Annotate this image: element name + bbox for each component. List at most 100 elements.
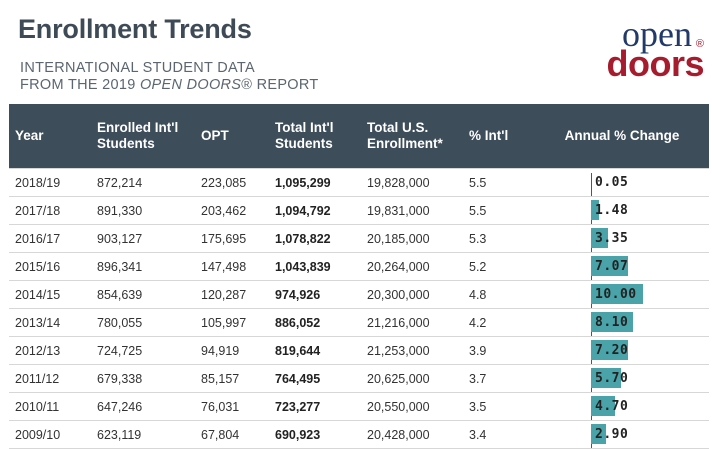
col-header-total-intl: Total Int'l Students [269,104,361,169]
cell-enrolled: 647,246 [91,393,195,421]
subtitle-pre: FROM THE 2019 [20,77,140,93]
cell-pct-intl: 3.4 [463,421,529,449]
cell-annual-change: 3.35 [529,225,709,253]
annual-change-label: 4.70 [595,399,628,414]
cell-total-us: 20,264,000 [361,253,463,281]
cell-pct-intl: 5.5 [463,197,529,225]
cell-annual-change: 10.00 [529,281,709,309]
cell-opt: 203,462 [195,197,269,225]
cell-total-us: 20,300,000 [361,281,463,309]
page-title: Enrollment Trends [18,14,252,45]
cell-annual-change: 2.90 [529,421,709,449]
cell-total-intl: 974,926 [269,281,361,309]
cell-opt: 147,498 [195,253,269,281]
cell-total-us: 20,550,000 [361,393,463,421]
cell-opt: 94,919 [195,337,269,365]
col-header-pct-intl: % Int'l [463,104,529,169]
cell-total-us: 19,828,000 [361,169,463,197]
cell-total-intl: 690,923 [269,421,361,449]
cell-total-us: 21,216,000 [361,309,463,337]
cell-opt: 67,804 [195,421,269,449]
table-body: 2018/19 872,214 223,085 1,095,299 19,828,000… [9,169,709,449]
table-row: 2013/14 780,055 105,997 886,052 21,216,000 4.… [9,309,709,337]
subtitle-report-name: OPEN DOORS [140,77,241,93]
cell-enrolled: 903,127 [91,225,195,253]
cell-annual-change: 5.70 [529,365,709,393]
cell-opt: 120,287 [195,281,269,309]
cell-annual-change: 7.20 [529,337,709,365]
cell-total-intl: 1,078,822 [269,225,361,253]
cell-total-us: 19,831,000 [361,197,463,225]
subtitle-line-1: INTERNATIONAL STUDENT DATA [20,60,319,77]
cell-total-intl: 764,495 [269,365,361,393]
annual-change-label: 3.35 [595,231,628,246]
cell-pct-intl: 4.2 [463,309,529,337]
table-row: 2018/19 872,214 223,085 1,095,299 19,828,000… [9,169,709,197]
annual-change-label: 8.10 [595,315,628,330]
cell-total-intl: 1,095,299 [269,169,361,197]
cell-total-us: 20,185,000 [361,225,463,253]
cell-enrolled: 854,639 [91,281,195,309]
page-subtitle: INTERNATIONAL STUDENT DATA FROM THE 2019… [20,60,319,94]
table-row: 2016/17 903,127 175,695 1,078,822 20,185,000… [9,225,709,253]
cell-opt: 223,085 [195,169,269,197]
cell-total-intl: 723,277 [269,393,361,421]
table-row: 2017/18 891,330 203,462 1,094,792 19,831,000… [9,197,709,225]
cell-year: 2013/14 [9,309,91,337]
cell-year: 2011/12 [9,365,91,393]
cell-year: 2009/10 [9,421,91,449]
cell-total-us: 21,253,000 [361,337,463,365]
cell-year: 2015/16 [9,253,91,281]
annual-change-label: 7.07 [595,259,628,274]
cell-year: 2012/13 [9,337,91,365]
cell-year: 2017/18 [9,197,91,225]
cell-pct-intl: 3.7 [463,365,529,393]
cell-total-intl: 1,043,839 [269,253,361,281]
logo-doors-text: doors [606,46,704,82]
cell-opt: 76,031 [195,393,269,421]
cell-pct-intl: 5.3 [463,225,529,253]
table-row: 2015/16 896,341 147,498 1,043,839 20,264,000… [9,253,709,281]
annual-change-label: 2.90 [595,427,628,442]
cell-pct-intl: 5.5 [463,169,529,197]
cell-annual-change: 8.10 [529,309,709,337]
cell-year: 2010/11 [9,393,91,421]
cell-annual-change: 0.05 [529,169,709,197]
col-header-enrolled: Enrolled Int'l Students [91,104,195,169]
cell-enrolled: 679,338 [91,365,195,393]
table-row: 2009/10 623,119 67,804 690,923 20,428,000 3.4… [9,421,709,449]
cell-year: 2018/19 [9,169,91,197]
annual-change-label: 1.48 [595,203,628,218]
cell-year: 2014/15 [9,281,91,309]
cell-opt: 85,157 [195,365,269,393]
cell-enrolled: 780,055 [91,309,195,337]
cell-enrolled: 724,725 [91,337,195,365]
col-header-total-us: Total U.S. Enrollment* [361,104,463,169]
cell-enrolled: 872,214 [91,169,195,197]
open-doors-logo: open ® doors [584,14,704,84]
cell-pct-intl: 5.2 [463,253,529,281]
annual-change-label: 7.20 [595,343,628,358]
cell-total-us: 20,428,000 [361,421,463,449]
cell-annual-change: 7.07 [529,253,709,281]
cell-total-intl: 886,052 [269,309,361,337]
cell-enrolled: 896,341 [91,253,195,281]
table-row: 2010/11 647,246 76,031 723,277 20,550,000 3.5… [9,393,709,421]
cell-year: 2016/17 [9,225,91,253]
col-header-opt: OPT [195,104,269,169]
cell-enrolled: 623,119 [91,421,195,449]
subtitle-line-2: FROM THE 2019 OPEN DOORS® REPORT [20,77,319,94]
cell-pct-intl: 3.9 [463,337,529,365]
enrollment-table: Year Enrolled Int'l Students OPT Total I… [9,104,709,449]
cell-opt: 105,997 [195,309,269,337]
subtitle-post: ® REPORT [241,77,318,93]
annual-change-label: 10.00 [595,287,637,302]
cell-total-intl: 819,644 [269,337,361,365]
cell-pct-intl: 4.8 [463,281,529,309]
table-header-row: Year Enrolled Int'l Students OPT Total I… [9,104,709,169]
cell-annual-change: 4.70 [529,393,709,421]
col-header-year: Year [9,104,91,169]
bar-axis-line [591,173,592,196]
cell-total-intl: 1,094,792 [269,197,361,225]
cell-opt: 175,695 [195,225,269,253]
